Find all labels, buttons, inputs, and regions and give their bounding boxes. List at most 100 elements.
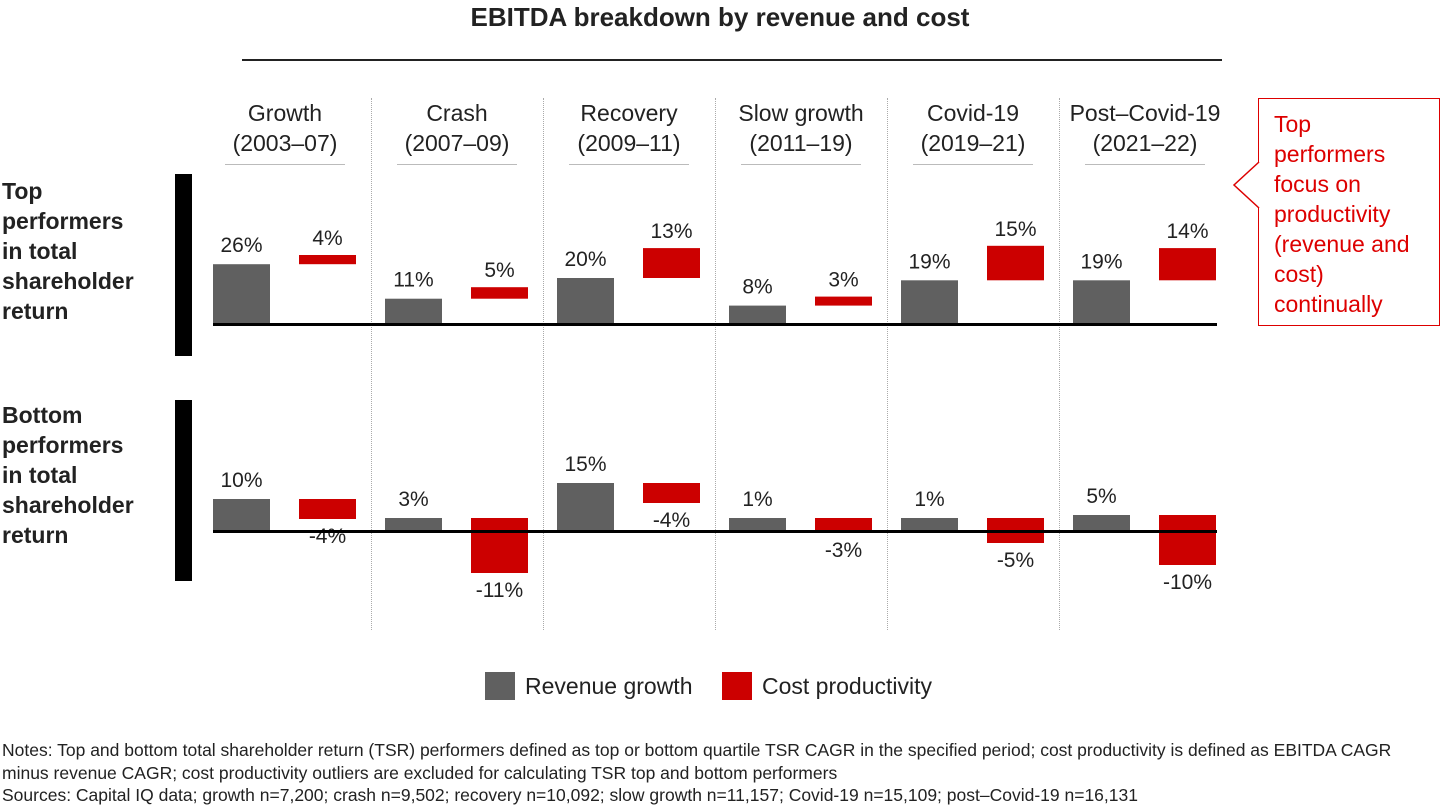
cost-value-label: 3% — [828, 269, 858, 292]
cost-value-label: -11% — [476, 579, 523, 602]
legend-revenue: Revenue growth — [485, 672, 693, 700]
revenue-value-label: 8% — [742, 276, 772, 299]
callout-line: cost) — [1274, 261, 1324, 287]
callout-line: performers — [1274, 141, 1386, 167]
period-divider — [715, 98, 716, 630]
revenue-bar — [1073, 515, 1130, 531]
period-years: (2009–11) — [577, 130, 681, 156]
period-underline — [741, 164, 861, 165]
callout-line: Top — [1274, 111, 1312, 137]
row-label-line: in total — [2, 238, 78, 264]
legend-cost: Cost productivity — [722, 672, 932, 700]
revenue-value-label: 1% — [914, 488, 944, 511]
revenue-bar — [1073, 280, 1130, 324]
period-name: Slow growth — [738, 100, 864, 126]
revenue-bar — [213, 264, 270, 324]
cost-value-label: 15% — [994, 218, 1036, 241]
chart-title: EBITDA breakdown by revenue and cost — [470, 2, 970, 32]
row-bracket-top — [175, 174, 192, 356]
period-name: Covid-19 — [926, 100, 1020, 126]
period-header: Post–Covid-19 (2021–22) — [1059, 98, 1231, 165]
row-label-line: return — [2, 298, 69, 324]
cost-bar — [643, 248, 700, 278]
period-years: (2021–22) — [1092, 130, 1198, 156]
period-name: Post–Covid-19 — [1069, 100, 1221, 126]
revenue-value-label: 20% — [564, 248, 606, 271]
period-divider — [887, 98, 888, 630]
period-header: Slow growth (2011–19) — [715, 98, 887, 165]
cost-value-label: 13% — [650, 220, 692, 243]
period-name: Crash — [426, 100, 488, 126]
revenue-bar — [213, 499, 270, 531]
cost-bar — [987, 245, 1044, 281]
callout-line: productivity — [1274, 201, 1391, 227]
row-label-top: Top performers in total shareholder retu… — [2, 176, 134, 326]
revenue-value-label: 3% — [398, 488, 428, 511]
period-header: Covid-19 (2019–21) — [887, 98, 1059, 165]
row-label-line: Top — [2, 178, 43, 204]
revenue-bar — [385, 518, 442, 531]
row-label-line: shareholder — [2, 268, 134, 294]
cost-bar — [299, 255, 356, 265]
cost-value-label: -4% — [653, 509, 690, 532]
period-years: (2003–07) — [232, 130, 338, 156]
row-label-line: shareholder — [2, 492, 134, 518]
revenue-bar — [901, 518, 958, 531]
callout-line: focus on — [1274, 171, 1361, 197]
period-header: Recovery (2009–11) — [543, 98, 715, 165]
revenue-value-label: 10% — [220, 469, 262, 492]
row-label-line: Bottom — [2, 402, 83, 428]
cost-bar — [299, 499, 356, 519]
row-label-bottom: Bottom performers in total shareholder r… — [2, 400, 134, 550]
title-rule — [242, 59, 1222, 61]
period-divider — [1059, 98, 1060, 630]
period-underline — [1085, 164, 1205, 165]
legend-label: Cost productivity — [762, 672, 933, 699]
cost-value-label: -5% — [997, 549, 1034, 572]
revenue-value-label: 5% — [1086, 485, 1116, 508]
cost-bar — [815, 296, 872, 306]
revenue-bar — [729, 518, 786, 531]
row-label-line: performers — [2, 208, 124, 234]
cost-bar — [471, 518, 528, 573]
footnotes: Notes: Top and bottom total shareholder … — [2, 739, 1440, 807]
callout-line: (revenue and — [1274, 231, 1410, 257]
revenue-bar — [557, 278, 614, 324]
cost-bar — [1159, 248, 1216, 281]
period-header: Crash (2007–09) — [371, 98, 543, 165]
callout-pointer — [1232, 161, 1260, 209]
revenue-value-label: 1% — [742, 488, 772, 511]
revenue-value-label: 19% — [908, 250, 950, 273]
period-name: Recovery — [580, 100, 678, 126]
revenue-value-label: 11% — [393, 269, 433, 292]
period-divider — [371, 98, 372, 630]
cost-value-label: -10% — [1163, 571, 1212, 594]
row-label-line: performers — [2, 432, 124, 458]
row-bracket-bottom — [175, 400, 192, 581]
period-underline — [397, 164, 517, 165]
revenue-value-label: 19% — [1080, 250, 1122, 273]
period-years: (2007–09) — [404, 130, 510, 156]
revenue-value-label: 26% — [220, 234, 262, 257]
cost-bar — [471, 287, 528, 299]
revenue-bar — [729, 305, 786, 324]
cost-value-label: 4% — [312, 227, 342, 250]
cost-bar — [1159, 515, 1216, 565]
cost-value-label: 5% — [484, 259, 514, 282]
cost-bar — [815, 518, 872, 533]
revenue-bar — [385, 298, 442, 324]
baseline-top — [213, 323, 1217, 326]
revenue-value-label: 15% — [564, 453, 606, 476]
cost-value-label: -3% — [825, 539, 862, 562]
cost-value-label: 14% — [1166, 220, 1208, 243]
period-underline — [569, 164, 689, 165]
period-name: Growth — [247, 100, 323, 126]
callout-box: Top performers focus on productivity (re… — [1258, 98, 1440, 326]
period-header: Growth (2003–07) — [199, 98, 371, 165]
period-underline — [225, 164, 345, 165]
row-label-line: in total — [2, 462, 78, 488]
baseline-bottom — [213, 530, 1217, 533]
cost-value-label: -4% — [309, 525, 346, 548]
period-underline — [913, 164, 1033, 165]
